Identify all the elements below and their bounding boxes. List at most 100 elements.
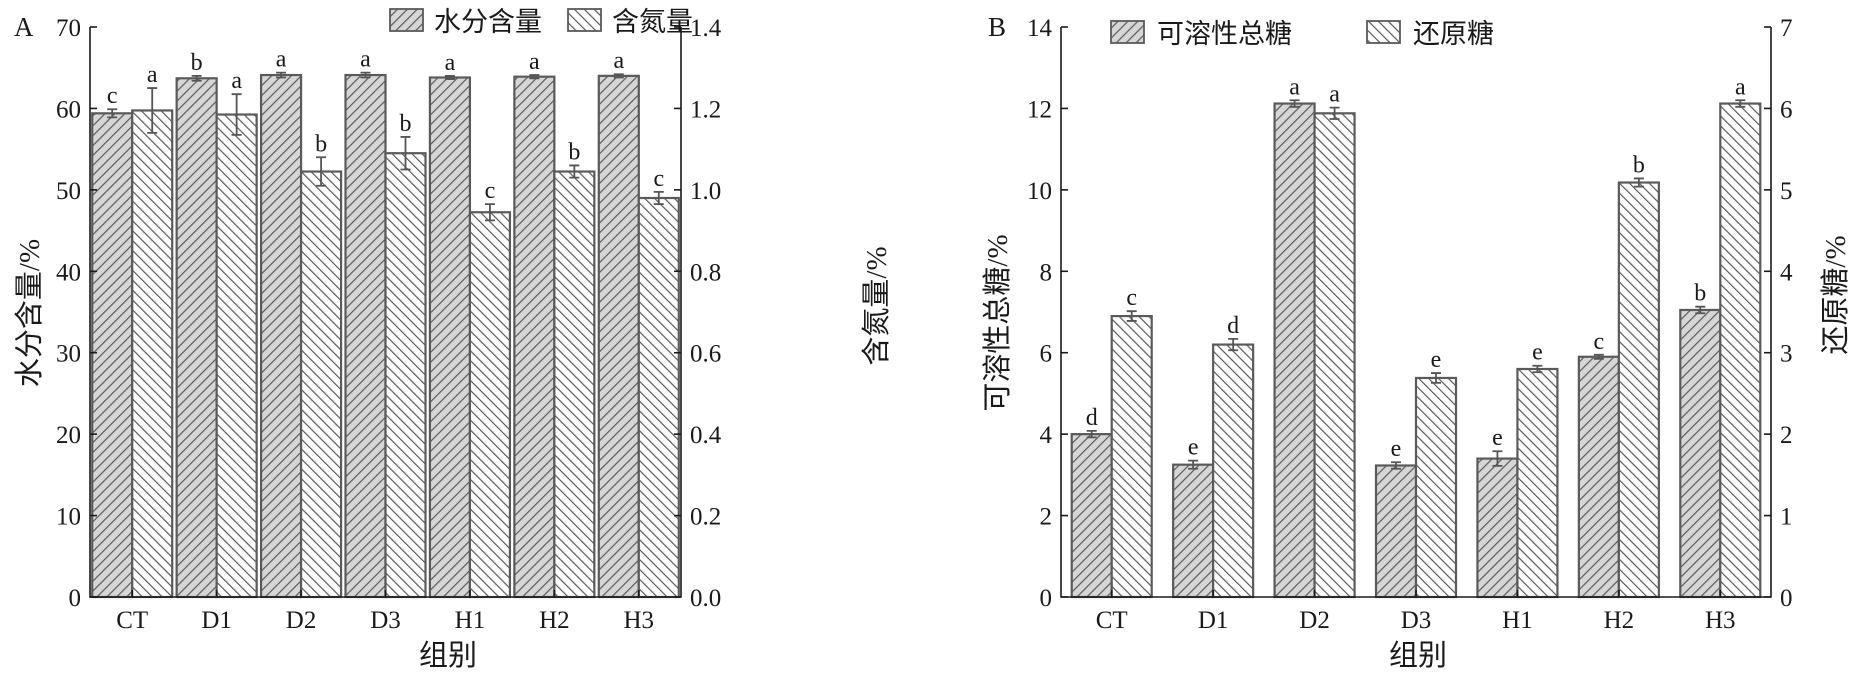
panel-b-significance-label: d: [1227, 313, 1239, 339]
panel-b-legend: 可溶性总糖 还原糖: [1110, 19, 1494, 49]
panel-b-significance-label: e: [1188, 435, 1199, 461]
panel-a-bar-series1-d1: [175, 77, 218, 599]
panel-b-x-tick-label: H2: [1604, 607, 1635, 634]
panel-a-bar-series1-d3: [344, 73, 387, 599]
panel-a-left-tick-label: 40: [56, 259, 81, 286]
panel-b-bar-series1-h2: [1577, 355, 1620, 599]
panel-b-x-tick-label: H1: [1502, 607, 1533, 634]
panel-a-significance-label: c: [485, 178, 496, 204]
panel-a-error-bar: [107, 108, 118, 119]
panel-b-error-bar: [1289, 99, 1300, 108]
panel-b-right-tick-label: 6: [1780, 96, 1793, 123]
panel-b-error-bar: [1695, 305, 1706, 315]
panel-a-letter: A: [14, 12, 34, 42]
panel-a-x-axis-title: 组别: [419, 639, 477, 672]
panel-a-error-bar: [231, 93, 242, 136]
panel-b-right-tick-label: 7: [1780, 15, 1793, 42]
panel-a-significance-label: c: [653, 166, 664, 192]
panel-b-left-tick-label: 10: [1027, 178, 1052, 205]
panel-b-error-bar: [1492, 450, 1503, 467]
panel-b-significance-label: e: [1492, 425, 1503, 451]
panel-b-right-tick-label: 5: [1780, 178, 1793, 205]
panel-a-left-tick-label: 60: [56, 96, 81, 123]
panel-a-error-bar: [444, 74, 455, 81]
panel-a-error-bar: [276, 71, 287, 79]
panel-b-left-tick-label: 2: [1040, 504, 1053, 531]
panel-a-significance-label: c: [107, 83, 118, 109]
panel-b-error-bar: [1228, 337, 1239, 352]
panel-a-x-tick-label: H1: [455, 607, 486, 634]
panel-b-significance-label: a: [1289, 74, 1300, 100]
panel-a-significance-label: b: [191, 50, 203, 76]
panel-b-bar-series1-d1: [1172, 463, 1215, 599]
panel-a-right-tick-label: 1.2: [690, 96, 721, 123]
panel-b-bar-series2-h3: [1719, 102, 1762, 599]
panel-a-bar-series2-d1: [215, 113, 258, 599]
panel-b-left-tick-label: 6: [1040, 341, 1053, 368]
panel-b-error-bar: [1735, 99, 1746, 108]
panel-b-bar-series2-h1: [1516, 367, 1559, 599]
panel-b-bar-series1-d2: [1273, 102, 1316, 599]
panel-b-legend-label-total-sugar: 可溶性总糖: [1157, 19, 1292, 49]
panel-a-left-tick-label: 50: [56, 178, 81, 205]
panel-b-x-tick-label: D1: [1198, 607, 1229, 634]
panel-a-right-tick-label: 0.2: [690, 504, 721, 531]
panel-b-bar-series1-h1: [1476, 457, 1519, 599]
panel-a-significance-label: a: [529, 49, 540, 75]
panel-a-right-tick-label: 0.4: [690, 422, 722, 449]
panel-a-bar-series1-h2: [513, 75, 556, 599]
panel-a-error-bar: [360, 71, 371, 79]
panel-a-right-tick-label: 1.4: [690, 15, 722, 42]
panel-a-error-bar: [484, 203, 495, 222]
panel-a-legend-label-nitrogen: 含氮量: [612, 7, 693, 37]
panel-a-error-bar: [191, 74, 202, 82]
panel-b-letter: B: [988, 12, 1006, 42]
panel-a-bar-series1-d2: [259, 73, 303, 599]
panel-b-error-bar: [1188, 459, 1199, 470]
panel-a-error-bar: [147, 87, 158, 134]
panel-b-right-tick-label: 1: [1780, 504, 1793, 531]
panel-b-x-tick-label: H3: [1705, 607, 1736, 634]
panel-a-significance-label: b: [315, 131, 327, 157]
panel-a-plot: c b a a a a a a a b b c b c 0 10 20 30 40 50 60 70 0.0 0.2 0.4 0.…: [56, 15, 722, 634]
panel-a-left-axis-title: 水分含量/%: [13, 239, 46, 387]
panel-a-right-tick-label: 1.0: [690, 178, 721, 205]
panel-b-bar-series1-ct: [1070, 433, 1113, 599]
panel-b-right-tick-label: 4: [1780, 259, 1793, 286]
panel-a-right-tick-label: 0.0: [690, 585, 721, 612]
panel-a-significance-label: a: [276, 47, 287, 73]
panel-b-significance-label: d: [1086, 405, 1098, 431]
panel-b-left-tick-label: 4: [1040, 422, 1053, 449]
panel-b-bar-series2-d3: [1414, 376, 1458, 599]
panel-b-x-tick-label: D2: [1299, 607, 1330, 634]
panel-a-error-bar: [529, 74, 540, 80]
panel-b-error-bar: [1086, 429, 1097, 439]
panel-a-left-tick-label: 30: [56, 341, 81, 368]
panel-b-significance-label: a: [1329, 82, 1340, 108]
panel-a-x-tick-label: D1: [201, 607, 232, 634]
panel-a-bar-series2-d2: [299, 170, 343, 599]
panel-a-bar-series2-ct: [131, 109, 174, 599]
panel-b-error-bar: [1532, 364, 1543, 374]
panel-b-x-tick-label: CT: [1096, 607, 1128, 634]
panel-b-bar-series1-h3: [1679, 308, 1722, 599]
panel-a-error-bar: [569, 164, 580, 179]
panel-b-bar-series2-d1: [1212, 343, 1255, 599]
panel-a-significance-label: a: [445, 50, 456, 76]
panel-a-bar-series1-ct: [91, 112, 134, 599]
panel-b-bar-series2-ct: [1110, 314, 1153, 599]
panel-b-right-tick-label: 2: [1780, 422, 1793, 449]
panel-b-x-axis-title: 组别: [1389, 639, 1447, 672]
panel-b-x-tick-label: D3: [1401, 607, 1432, 634]
panel-a-bar-series1-h3: [597, 74, 640, 599]
panel-b-legend-swatch-total-sugar: [1110, 20, 1145, 44]
panel-b-significance-label: e: [1431, 347, 1442, 373]
panel-a-error-bar: [653, 190, 664, 206]
panel-a-legend-label-water: 水分含量: [434, 7, 542, 37]
panel-a-x-tick-label: CT: [116, 607, 148, 634]
panel-a-bar-series2-h3: [637, 196, 680, 599]
panel-a-error-bar: [316, 156, 327, 187]
panel-b-left-tick-label: 12: [1027, 96, 1052, 123]
panel-a-x-tick-label: H3: [624, 607, 655, 634]
